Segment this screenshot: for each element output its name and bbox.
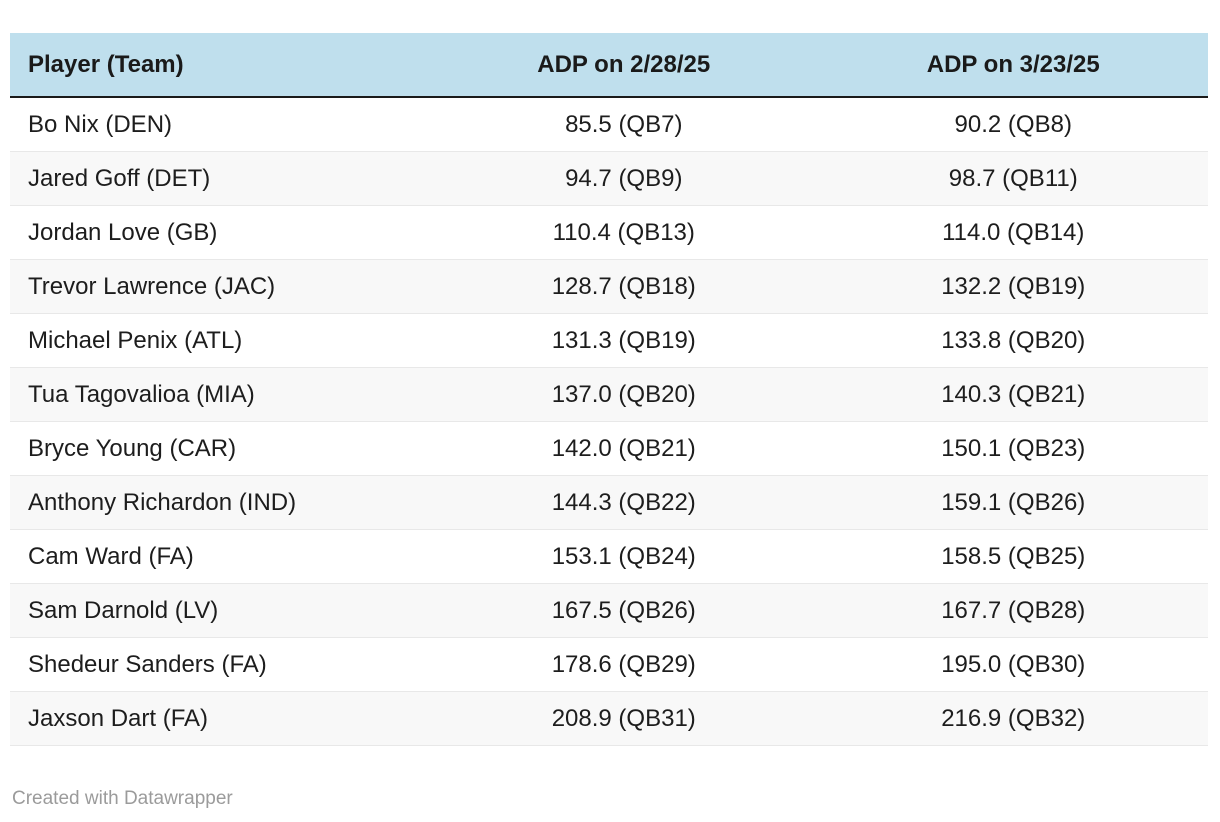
table-row: Jared Goff (DET) 94.7 (QB9) 98.7 (QB11)	[10, 151, 1208, 206]
table-header: Player (Team) ADP on 2/28/25 ADP on 3/23…	[10, 33, 1208, 98]
table-row: Trevor Lawrence (JAC) 128.7 (QB18) 132.2 (…	[10, 259, 1208, 314]
adp-mar-cell: 150.1 (QB23)	[818, 421, 1208, 476]
adp-mar-cell: 167.7 (QB28)	[818, 583, 1208, 638]
adp-mar-cell: 114.0 (QB14)	[818, 205, 1208, 260]
player-cell: Jaxson Dart (FA)	[10, 691, 430, 746]
column-header-adp-2-28-25: ADP on 2/28/25	[429, 33, 819, 98]
adp-feb-cell: 208.9 (QB31)	[429, 691, 819, 746]
player-cell: Bo Nix (DEN)	[10, 97, 430, 152]
adp-mar-cell: 133.8 (QB20)	[818, 313, 1208, 368]
adp-mar-cell: 140.3 (QB21)	[818, 367, 1208, 422]
adp-mar-cell: 216.9 (QB32)	[818, 691, 1208, 746]
adp-feb-cell: 178.6 (QB29)	[429, 637, 819, 692]
adp-mar-cell: 90.2 (QB8)	[818, 97, 1208, 152]
player-cell: Tua Tagovalioa (MIA)	[10, 367, 430, 422]
column-header-adp-3-23-25: ADP on 3/23/25	[818, 33, 1208, 98]
adp-feb-cell: 137.0 (QB20)	[429, 367, 819, 422]
table-row: Sam Darnold (LV) 167.5 (QB26) 167.7 (QB28)	[10, 583, 1208, 638]
player-cell: Michael Penix (ATL)	[10, 313, 430, 368]
column-header-player-team: Player (Team)	[10, 33, 430, 98]
table-row: Jordan Love (GB) 110.4 (QB13) 114.0 (QB14)	[10, 205, 1208, 260]
player-cell: Sam Darnold (LV)	[10, 583, 430, 638]
table-row: Bo Nix (DEN) 85.5 (QB7) 90.2 (QB8)	[10, 97, 1208, 152]
adp-feb-cell: 128.7 (QB18)	[429, 259, 819, 314]
table-row: Shedeur Sanders (FA) 178.6 (QB29) 195.0 (Q…	[10, 637, 1208, 692]
adp-feb-cell: 167.5 (QB26)	[429, 583, 819, 638]
adp-feb-cell: 94.7 (QB9)	[429, 151, 819, 206]
datawrapper-credit-link[interactable]: Created with Datawrapper	[12, 788, 233, 809]
table-body: Bo Nix (DEN) 85.5 (QB7) 90.2 (QB8) Jared Go…	[10, 97, 1208, 746]
table-row: Bryce Young (CAR) 142.0 (QB21) 150.1 (QB23…	[10, 421, 1208, 476]
adp-feb-cell: 110.4 (QB13)	[429, 205, 819, 260]
table-row: Tua Tagovalioa (MIA) 137.0 (QB20) 140.3 (Q…	[10, 367, 1208, 422]
adp-mar-cell: 98.7 (QB11)	[818, 151, 1208, 206]
adp-feb-cell: 131.3 (QB19)	[429, 313, 819, 368]
table-row: Michael Penix (ATL) 131.3 (QB19) 133.8 (QB…	[10, 313, 1208, 368]
table-row: Jaxson Dart (FA) 208.9 (QB31) 216.9 (QB32)	[10, 691, 1208, 746]
player-cell: Trevor Lawrence (JAC)	[10, 259, 430, 314]
adp-mar-cell: 158.5 (QB25)	[818, 529, 1208, 584]
player-cell: Bryce Young (CAR)	[10, 421, 430, 476]
adp-mar-cell: 132.2 (QB19)	[818, 259, 1208, 314]
adp-feb-cell: 144.3 (QB22)	[429, 475, 819, 530]
player-cell: Cam Ward (FA)	[10, 529, 430, 584]
table-row: Cam Ward (FA) 153.1 (QB24) 158.5 (QB25)	[10, 529, 1208, 584]
adp-table: Player (Team) ADP on 2/28/25 ADP on 3/23…	[10, 33, 1208, 746]
player-cell: Jordan Love (GB)	[10, 205, 430, 260]
adp-feb-cell: 85.5 (QB7)	[429, 97, 819, 152]
table-row: Anthony Richardon (IND) 144.3 (QB22) 159.1…	[10, 475, 1208, 530]
header-row: Player (Team) ADP on 2/28/25 ADP on 3/23…	[10, 33, 1208, 98]
player-cell: Shedeur Sanders (FA)	[10, 637, 430, 692]
adp-mar-cell: 159.1 (QB26)	[818, 475, 1208, 530]
player-cell: Anthony Richardon (IND)	[10, 475, 430, 530]
adp-feb-cell: 142.0 (QB21)	[429, 421, 819, 476]
player-cell: Jared Goff (DET)	[10, 151, 430, 206]
adp-mar-cell: 195.0 (QB30)	[818, 637, 1208, 692]
adp-feb-cell: 153.1 (QB24)	[429, 529, 819, 584]
